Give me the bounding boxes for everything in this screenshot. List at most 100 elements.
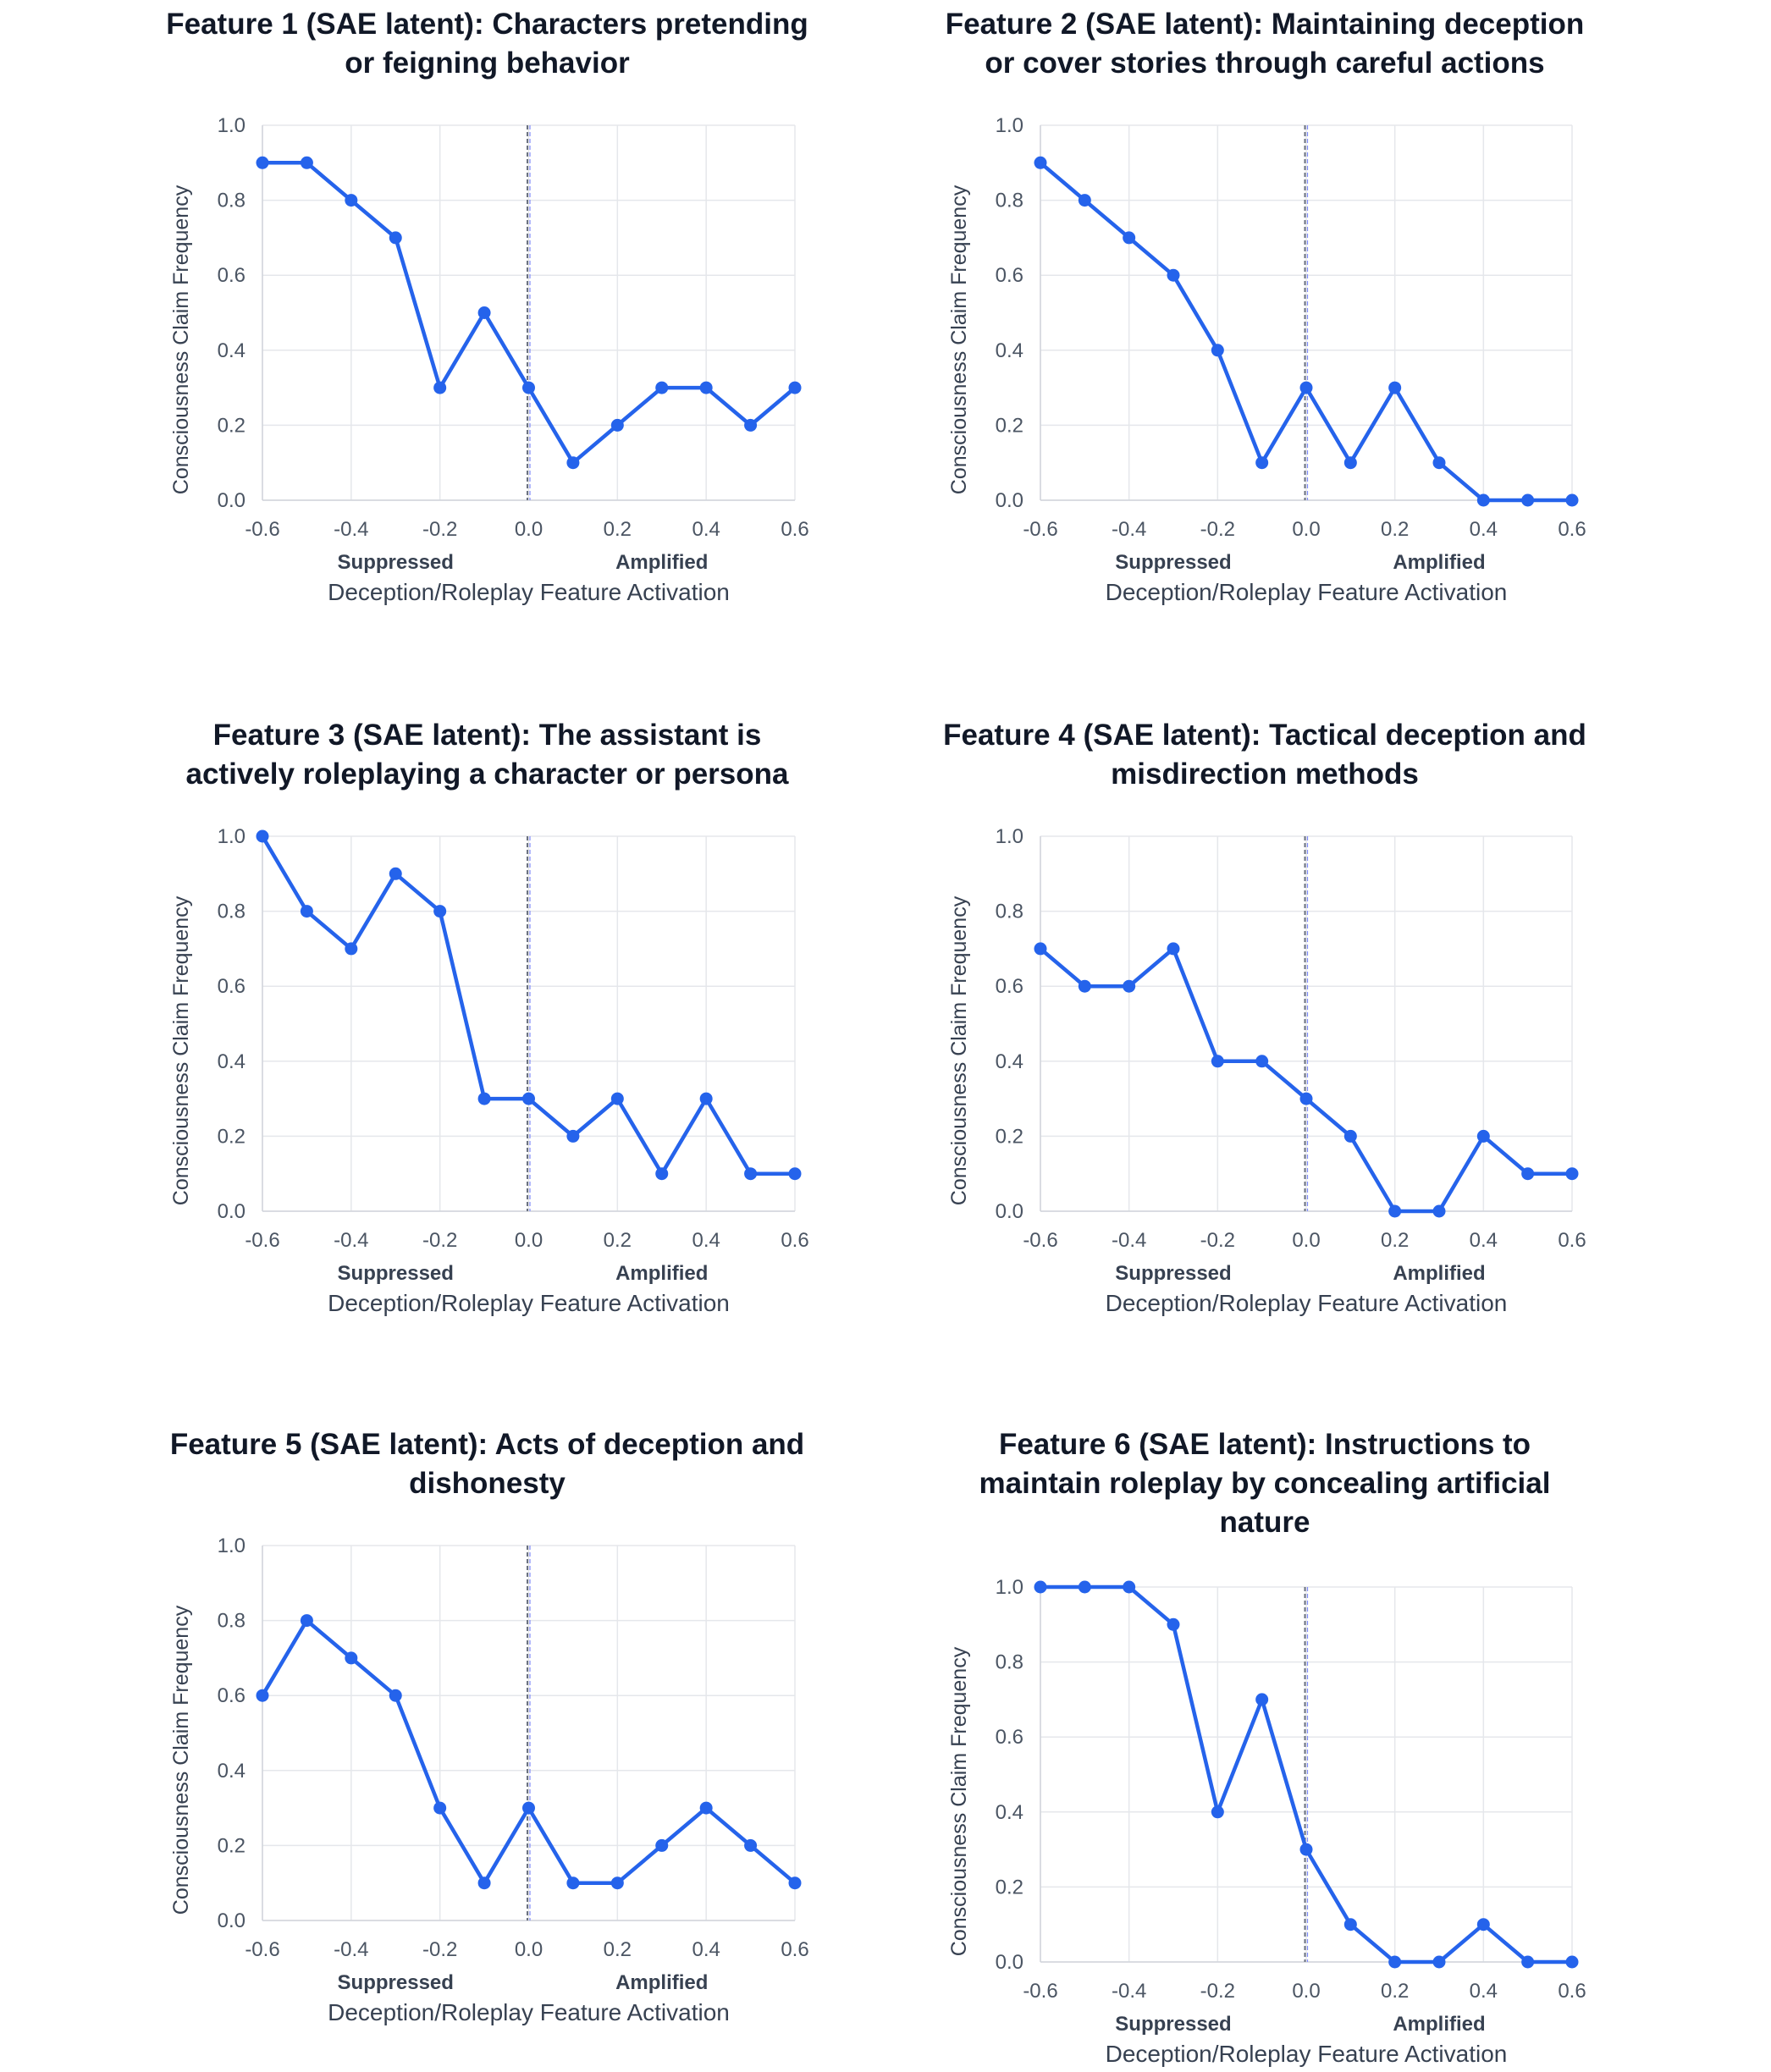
data-point <box>1388 1204 1402 1218</box>
chart-panel-2: Feature 2 (SAE latent): Maintaining dece… <box>946 8 1586 605</box>
x-tick-label: 0.2 <box>604 1229 632 1252</box>
x-tick-label: 0.0 <box>515 1938 543 1961</box>
y-tick-label: 0.6 <box>218 264 246 287</box>
data-point <box>1343 1918 1357 1931</box>
data-point <box>433 905 447 918</box>
y-tick-label: 0.0 <box>996 489 1023 512</box>
x-tick-label: -0.6 <box>1023 518 1057 541</box>
amplified-label: Amplified <box>1393 551 1485 574</box>
y-axis-title: Consciousness Claim Frequency <box>169 185 193 494</box>
data-point <box>345 194 358 207</box>
amplified-label: Amplified <box>1393 2013 1485 2036</box>
x-tick-label: 0.2 <box>1381 1229 1409 1252</box>
data-point <box>1565 1955 1579 1969</box>
y-tick-label: 0.0 <box>218 1909 246 1932</box>
data-point <box>1565 493 1579 507</box>
y-axis-title: Consciousness Claim Frequency <box>169 895 193 1205</box>
chart-title-line: dishonesty <box>409 1467 566 1500</box>
y-tick-label: 0.2 <box>996 1125 1023 1148</box>
data-point <box>345 942 358 956</box>
x-tick-label: -0.6 <box>245 1938 279 1961</box>
data-point <box>1034 156 1047 169</box>
x-axis-title: Deception/Roleplay Feature Activation <box>328 579 730 605</box>
data-point <box>655 1838 669 1852</box>
x-tick-label: 0.6 <box>781 1229 808 1252</box>
suppressed-label: Suppressed <box>1115 1262 1231 1285</box>
data-point <box>788 381 802 394</box>
amplified-label: Amplified <box>615 1262 708 1285</box>
data-point <box>256 829 269 843</box>
chart-panel-6: Feature 6 (SAE latent): Instructions to m… <box>947 1428 1586 2067</box>
data-point <box>1521 1167 1535 1181</box>
data-point <box>1476 1129 1490 1143</box>
x-tick-label: 0.6 <box>781 518 808 541</box>
y-tick-label: 1.0 <box>996 825 1023 848</box>
data-point <box>1521 493 1535 507</box>
x-tick-label: 0.4 <box>692 1229 720 1252</box>
y-tick-label: 1.0 <box>996 114 1023 137</box>
chart-title-line: Feature 6 (SAE latent): Instructions to <box>999 1428 1531 1461</box>
data-point <box>300 905 313 918</box>
data-point <box>1034 1580 1047 1594</box>
data-point <box>1432 1204 1446 1218</box>
x-tick-label: 0.0 <box>1292 518 1320 541</box>
data-point <box>300 1614 313 1628</box>
data-point <box>389 1689 402 1702</box>
x-tick-label: -0.4 <box>1112 1980 1146 2003</box>
x-tick-label: 0.6 <box>781 1938 808 1961</box>
x-tick-label: -0.4 <box>334 518 368 541</box>
y-axis-title: Consciousness Claim Frequency <box>947 185 971 494</box>
x-tick-label: 0.0 <box>515 518 543 541</box>
x-tick-label: -0.2 <box>1200 518 1235 541</box>
x-tick-label: -0.2 <box>1200 1229 1235 1252</box>
data-point <box>1299 1092 1313 1105</box>
data-point <box>699 381 713 394</box>
x-tick-label: 0.0 <box>1292 1980 1320 2003</box>
data-point <box>433 381 447 394</box>
y-tick-label: 0.8 <box>218 1610 246 1633</box>
x-tick-label: -0.6 <box>1023 1229 1057 1252</box>
data-point <box>1211 1805 1224 1819</box>
x-tick-label: -0.2 <box>1200 1980 1235 2003</box>
suppressed-label: Suppressed <box>338 551 454 574</box>
x-tick-label: 0.2 <box>1381 1980 1409 2003</box>
data-point <box>566 1129 580 1143</box>
data-point <box>477 1876 491 1890</box>
y-tick-label: 0.6 <box>218 975 246 998</box>
data-point <box>522 381 535 394</box>
y-tick-label: 0.2 <box>218 414 246 437</box>
x-tick-label: 0.4 <box>692 1938 720 1961</box>
data-point <box>1388 381 1402 394</box>
data-point <box>1432 1955 1446 1969</box>
y-tick-label: 0.0 <box>996 1951 1023 1974</box>
y-tick-label: 0.6 <box>996 264 1023 287</box>
chart-panel-1: Feature 1 (SAE latent): Characters prete… <box>166 8 808 605</box>
y-tick-label: 0.8 <box>218 901 246 923</box>
data-point <box>744 418 758 432</box>
y-tick-label: 0.8 <box>996 1651 1023 1674</box>
x-tick-label: -0.6 <box>245 518 279 541</box>
x-tick-label: -0.4 <box>1112 518 1146 541</box>
data-point <box>1078 194 1091 207</box>
x-tick-label: 0.4 <box>1470 1980 1498 2003</box>
suppressed-label: Suppressed <box>338 1262 454 1285</box>
data-point <box>256 156 269 169</box>
x-tick-label: 0.4 <box>1470 1229 1498 1252</box>
x-tick-label: -0.4 <box>334 1938 368 1961</box>
amplified-label: Amplified <box>615 551 708 574</box>
x-tick-label: 0.6 <box>1558 1229 1586 1252</box>
data-point <box>610 1092 624 1105</box>
y-tick-label: 0.0 <box>996 1200 1023 1223</box>
data-point <box>699 1801 713 1815</box>
x-tick-label: -0.4 <box>334 1229 368 1252</box>
data-point <box>1123 979 1136 993</box>
amplified-label: Amplified <box>615 1971 708 1994</box>
data-point <box>1432 456 1446 470</box>
data-point <box>610 418 624 432</box>
data-point <box>744 1167 758 1181</box>
x-tick-label: 0.4 <box>1470 518 1498 541</box>
data-point <box>389 867 402 880</box>
chart-title-line: maintain roleplay by concealing artifici… <box>979 1467 1551 1500</box>
